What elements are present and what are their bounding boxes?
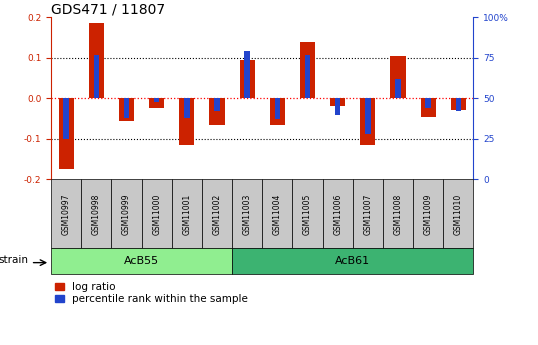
Text: GSM11004: GSM11004 <box>273 193 282 235</box>
Bar <box>426 98 431 108</box>
Text: GDS471 / 11807: GDS471 / 11807 <box>51 2 165 16</box>
Bar <box>51 179 81 248</box>
Bar <box>59 98 74 169</box>
Bar <box>179 98 194 145</box>
Text: GSM11010: GSM11010 <box>454 193 463 235</box>
Bar <box>360 98 376 145</box>
Bar <box>51 248 232 274</box>
Bar <box>124 98 129 118</box>
Text: AcB61: AcB61 <box>335 256 370 266</box>
Bar <box>456 98 461 111</box>
Bar <box>383 179 413 248</box>
Bar <box>184 98 189 118</box>
Bar <box>149 98 164 108</box>
Bar <box>209 98 224 125</box>
Bar <box>365 98 371 134</box>
Bar <box>244 51 250 98</box>
Bar <box>89 23 104 98</box>
Bar <box>413 179 443 248</box>
Bar <box>81 179 111 248</box>
Bar <box>262 179 293 248</box>
Bar <box>239 60 254 98</box>
Bar <box>330 98 345 106</box>
Text: GSM10999: GSM10999 <box>122 193 131 235</box>
Bar <box>94 55 99 98</box>
Bar <box>63 98 69 139</box>
Text: GSM11000: GSM11000 <box>152 193 161 235</box>
Bar <box>323 179 353 248</box>
Bar <box>141 179 172 248</box>
Text: GSM11009: GSM11009 <box>424 193 433 235</box>
Bar <box>232 179 262 248</box>
Legend: log ratio, percentile rank within the sample: log ratio, percentile rank within the sa… <box>51 278 252 309</box>
Bar <box>154 98 159 101</box>
Text: GSM10997: GSM10997 <box>62 193 70 235</box>
Bar <box>353 179 383 248</box>
Bar <box>172 179 202 248</box>
Bar <box>451 98 466 110</box>
Text: GSM11006: GSM11006 <box>333 193 342 235</box>
Text: strain: strain <box>0 255 28 265</box>
Bar <box>335 98 341 115</box>
Bar <box>443 179 473 248</box>
Bar <box>274 98 280 119</box>
Text: GSM11001: GSM11001 <box>182 193 192 235</box>
Bar <box>421 98 436 117</box>
Text: GSM11003: GSM11003 <box>243 193 252 235</box>
Bar <box>270 98 285 125</box>
Bar <box>395 79 401 98</box>
Bar <box>293 179 323 248</box>
Text: GSM10998: GSM10998 <box>92 193 101 235</box>
Bar <box>391 56 406 98</box>
Text: GSM11002: GSM11002 <box>213 193 222 235</box>
Bar <box>111 179 141 248</box>
Bar <box>232 248 473 274</box>
Bar <box>300 41 315 98</box>
Text: GSM11008: GSM11008 <box>393 193 402 235</box>
Bar <box>305 55 310 98</box>
Bar <box>202 179 232 248</box>
Bar <box>214 98 220 111</box>
Bar <box>119 98 134 121</box>
Text: GSM11007: GSM11007 <box>363 193 372 235</box>
Text: AcB55: AcB55 <box>124 256 159 266</box>
Text: GSM11005: GSM11005 <box>303 193 312 235</box>
